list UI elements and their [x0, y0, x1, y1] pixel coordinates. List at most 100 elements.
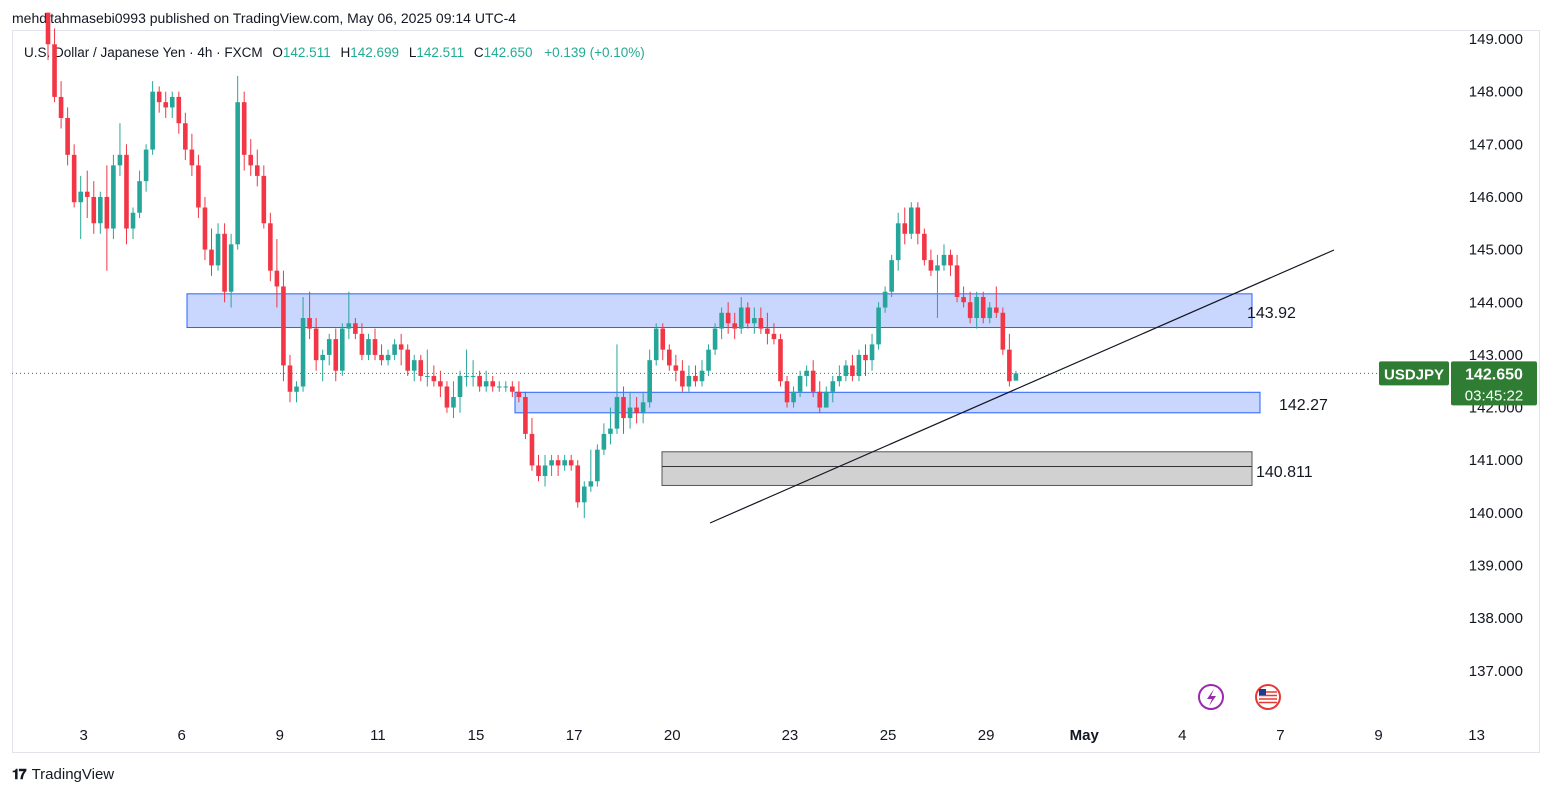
price-badge-layer: USDJPY 142.650 03:45:22 [1379, 361, 1537, 406]
candles-layer [45, 12, 1019, 519]
candle [340, 323, 345, 376]
candle [117, 123, 123, 176]
candle [568, 454, 574, 471]
candle [771, 323, 777, 345]
candle [555, 454, 561, 476]
candle-body [444, 386, 450, 408]
candle-body [333, 339, 339, 371]
candle [254, 149, 260, 187]
candle-body [706, 349, 711, 371]
candle-body [143, 149, 149, 182]
candle [660, 323, 666, 361]
x-tick-label: 4 [1178, 727, 1186, 744]
candle [895, 212, 901, 271]
candle [935, 254, 940, 319]
candle-body [124, 154, 129, 229]
candle [889, 254, 894, 297]
candle-body [725, 312, 731, 324]
candle-body [771, 333, 777, 340]
candle [222, 223, 227, 303]
candle-body [268, 223, 273, 271]
candle-body [104, 196, 110, 229]
candle-body [915, 207, 921, 234]
candle [529, 418, 535, 471]
demand-zone [661, 451, 1253, 486]
candle-body [699, 370, 705, 382]
candle-body [156, 91, 162, 103]
candle [608, 407, 613, 445]
candle-body [647, 360, 652, 403]
candle-body [529, 433, 535, 466]
candle-body [222, 233, 227, 292]
candle [804, 365, 809, 387]
x-tick-label: 9 [1374, 727, 1382, 744]
candle [673, 354, 679, 382]
candle-body [294, 386, 299, 392]
candle-body [248, 154, 254, 166]
candle [444, 381, 450, 413]
candle [457, 370, 463, 413]
candle-body [876, 307, 881, 345]
y-tick-label: 137.000 [1469, 663, 1523, 680]
x-tick-label: 17 [566, 727, 583, 744]
low-label: L [408, 45, 417, 60]
candle-body [1013, 373, 1019, 381]
candle [908, 202, 914, 240]
candle [261, 165, 267, 229]
x-tick-label: May [1070, 727, 1100, 744]
candle-body [98, 196, 103, 224]
candle [300, 296, 306, 392]
candle-body [575, 465, 581, 503]
x-tick-label: 29 [978, 727, 995, 744]
candle-body [78, 191, 83, 203]
candle [176, 91, 182, 134]
candle-body [588, 481, 594, 487]
candle [640, 391, 646, 424]
candle [634, 397, 639, 424]
candle [248, 139, 254, 176]
candle-body [1007, 349, 1012, 382]
candle [1013, 370, 1019, 381]
candle [287, 354, 293, 403]
candle [915, 202, 921, 245]
candle [111, 154, 116, 240]
candle-body [954, 265, 960, 297]
zone-label-lower: 140.811 [1256, 464, 1313, 481]
candle-body [189, 149, 195, 166]
symbol-name[interactable]: U.S. Dollar / Japanese Yen · 4h · FXCM [24, 45, 263, 60]
candle [425, 349, 430, 387]
candle-body [640, 402, 646, 413]
candle [58, 81, 64, 129]
candle-body [719, 312, 724, 329]
candle-body [346, 323, 352, 329]
candle [627, 391, 633, 429]
candle-body [555, 460, 561, 466]
candle-body [235, 102, 240, 245]
candle [353, 318, 358, 340]
candle [91, 181, 97, 234]
candle [1000, 307, 1006, 355]
y-tick-label: 147.000 [1469, 136, 1523, 153]
candle [156, 86, 162, 113]
candle-body [58, 96, 64, 118]
candle-body [673, 365, 679, 371]
candle [313, 318, 319, 371]
price-badge-value: 142.650 [1465, 366, 1523, 383]
candle [621, 386, 626, 434]
candle [725, 302, 731, 334]
candle [1007, 333, 1012, 387]
candle-body [758, 318, 764, 329]
candle-body [470, 375, 476, 377]
candle-body [784, 381, 790, 403]
tradingview-footer[interactable]: 𝟏𝟕 TradingView [12, 766, 114, 783]
candle [797, 370, 803, 398]
candle [614, 344, 620, 434]
y-tick-label: 138.000 [1469, 610, 1523, 627]
candle-body [837, 375, 842, 382]
candle-body [542, 465, 548, 476]
candle [856, 349, 862, 382]
candle [150, 81, 155, 155]
candle [699, 360, 705, 387]
price-badge [1451, 361, 1537, 406]
